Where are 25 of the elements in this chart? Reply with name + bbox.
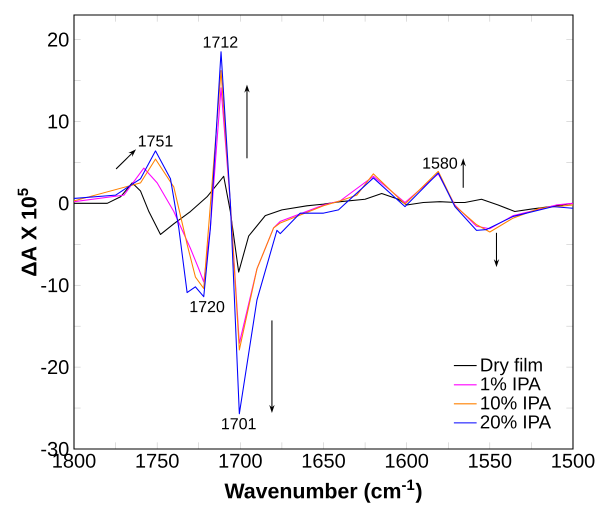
- line-series: [74, 51, 573, 414]
- y-axis-title: ΔA X 10$^{5}$: [18, 188, 37, 276]
- x-tick-label: 1750: [136, 454, 179, 468]
- y-tick-label: 10: [48, 114, 68, 129]
- y-tick-label: -10: [41, 278, 68, 292]
- y-tick-label: -20: [41, 360, 68, 374]
- legend-label: 20% IPA: [480, 415, 552, 429]
- x-tick-label: 1600: [386, 454, 428, 468]
- x-tick-label: 1700: [220, 454, 262, 468]
- annotation: 1720: [190, 300, 224, 312]
- annotation: 1580: [423, 157, 458, 169]
- x-axis-title: Wavenumber (cm$^{-1}$): [224, 480, 422, 503]
- y-tick-label: 20: [48, 32, 68, 47]
- legend-label: 10% IPA: [481, 396, 552, 410]
- annotation: 1701: [222, 418, 256, 430]
- legend-label: Dry film: [481, 358, 542, 376]
- x-tick-label: 1800: [53, 454, 96, 468]
- x-tick-label: 1550: [469, 454, 512, 468]
- x-tick-label: 1500: [552, 454, 594, 468]
- annotation: 1751: [138, 136, 173, 147]
- annotation: 1712: [204, 36, 238, 48]
- y-tick-label: -30: [41, 442, 68, 456]
- y-tick-label: 0: [58, 196, 68, 210]
- x-tick-label: 1650: [302, 454, 345, 468]
- legend-label: 1% IPA: [481, 377, 541, 390]
